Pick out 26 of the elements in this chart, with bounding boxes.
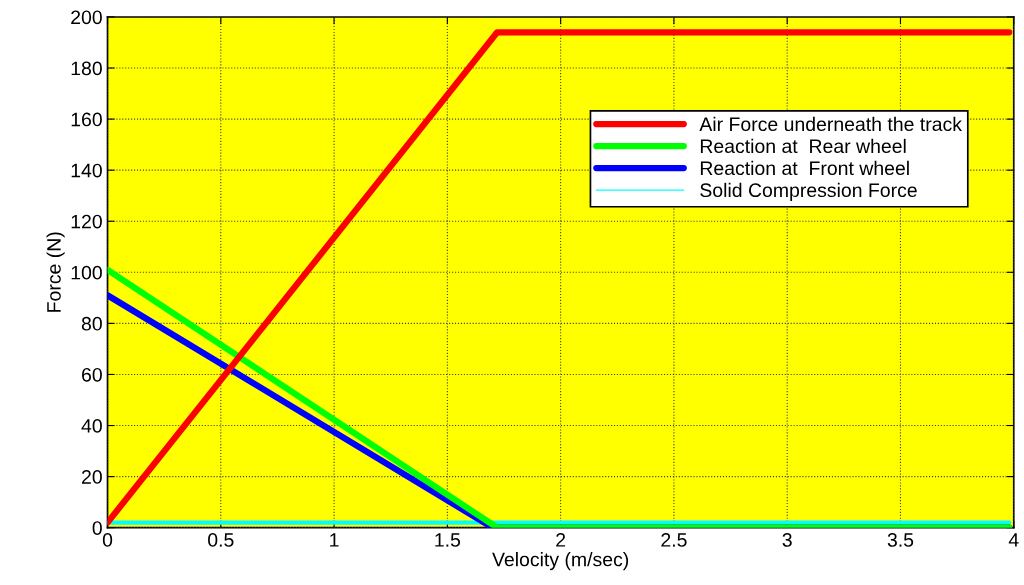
x-tick-label: 0.5 [208, 533, 234, 547]
legend-label: Reaction at Rear wheel [700, 138, 906, 154]
y-tick-label: 200 [71, 10, 102, 25]
legend-label: Solid Compression Force [700, 182, 917, 201]
x-tick-label: 3.5 [887, 533, 914, 547]
y-tick-label: 80 [81, 316, 102, 331]
x-tick-label: 1 [330, 533, 339, 547]
y-tick-label: 100 [71, 265, 102, 280]
x-tick-label: 2 [556, 533, 566, 547]
y-tick-label: 20 [82, 470, 102, 484]
x-axis-title: Velocity (m/sec) [492, 552, 629, 571]
y-tick-label: 160 [71, 112, 102, 127]
x-tick-label: 3 [782, 533, 792, 547]
y-axis-title: Force (N) [46, 232, 65, 312]
x-tick-label: 4 [1008, 533, 1019, 547]
y-tick-label: 140 [71, 163, 102, 178]
x-tick-label: 2.5 [661, 533, 687, 547]
legend-label: Reaction at Front wheel [700, 160, 909, 176]
legend-label: Air Force underneath the track [699, 116, 962, 132]
y-tick-label: 60 [82, 367, 102, 382]
y-tick-label: 180 [71, 61, 102, 76]
y-tick-label: 0 [92, 521, 102, 535]
x-tick-label: 0 [102, 533, 113, 547]
y-tick-label: 40 [81, 419, 102, 433]
y-tick-label: 120 [71, 214, 102, 229]
x-tick-label: 1.5 [435, 533, 461, 547]
